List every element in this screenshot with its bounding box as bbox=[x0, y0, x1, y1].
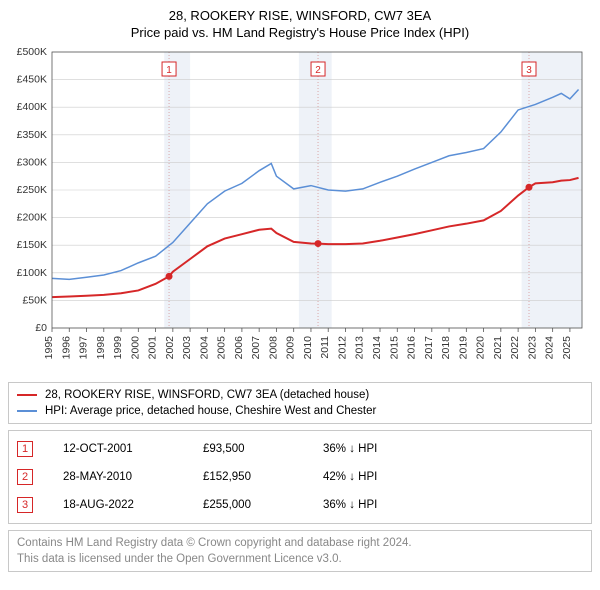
svg-text:2017: 2017 bbox=[423, 336, 435, 360]
svg-text:2016: 2016 bbox=[406, 336, 418, 360]
legend-label: HPI: Average price, detached house, Ches… bbox=[45, 405, 376, 417]
svg-text:£450K: £450K bbox=[17, 73, 47, 85]
chart-title: 28, ROOKERY RISE, WINSFORD, CW7 3EA bbox=[8, 8, 592, 25]
svg-text:£300K: £300K bbox=[17, 156, 47, 168]
svg-text:1998: 1998 bbox=[95, 336, 107, 360]
sale-delta: 36% ↓ HPI bbox=[323, 499, 377, 511]
svg-text:£50K: £50K bbox=[22, 294, 47, 306]
svg-text:1996: 1996 bbox=[60, 336, 72, 360]
svg-text:2019: 2019 bbox=[457, 336, 469, 360]
svg-text:2002: 2002 bbox=[164, 336, 176, 360]
sale-badge: 1 bbox=[17, 441, 33, 457]
svg-text:2012: 2012 bbox=[336, 336, 348, 360]
legend-swatch bbox=[17, 410, 37, 412]
svg-text:2021: 2021 bbox=[492, 336, 504, 360]
sale-badge: 3 bbox=[17, 497, 33, 513]
svg-text:2022: 2022 bbox=[509, 336, 521, 360]
legend-swatch bbox=[17, 394, 37, 396]
sales-table: 1 12-OCT-2001 £93,500 36% ↓ HPI 2 28-MAY-2010… bbox=[8, 430, 592, 524]
sale-badge: 2 bbox=[17, 469, 33, 485]
svg-text:2014: 2014 bbox=[371, 336, 383, 360]
sale-row: 3 18-AUG-2022 £255,000 36% ↓ HPI bbox=[17, 491, 583, 519]
svg-text:1995: 1995 bbox=[43, 336, 55, 360]
svg-text:2024: 2024 bbox=[544, 336, 556, 360]
svg-text:2025: 2025 bbox=[561, 336, 573, 360]
svg-text:2003: 2003 bbox=[181, 336, 193, 360]
legend-item: 28, ROOKERY RISE, WINSFORD, CW7 3EA (det… bbox=[17, 387, 583, 403]
svg-text:2006: 2006 bbox=[233, 336, 245, 360]
svg-text:3: 3 bbox=[526, 65, 532, 76]
price-chart: £0 £50K £100K £150K £200K £250K £300K £350K £400… bbox=[8, 46, 592, 376]
sale-date: 18-AUG-2022 bbox=[63, 499, 173, 511]
svg-text:2009: 2009 bbox=[285, 336, 297, 360]
svg-text:2018: 2018 bbox=[440, 336, 452, 360]
svg-text:2001: 2001 bbox=[147, 336, 159, 360]
sale-price: £93,500 bbox=[203, 443, 293, 455]
license-line: Contains HM Land Registry data © Crown c… bbox=[17, 535, 583, 551]
svg-text:2007: 2007 bbox=[250, 336, 262, 360]
svg-text:2008: 2008 bbox=[267, 336, 279, 360]
sale-delta: 36% ↓ HPI bbox=[323, 443, 377, 455]
svg-text:£250K: £250K bbox=[17, 184, 47, 196]
svg-text:£400K: £400K bbox=[17, 101, 47, 113]
legend: 28, ROOKERY RISE, WINSFORD, CW7 3EA (det… bbox=[8, 382, 592, 424]
svg-text:1999: 1999 bbox=[112, 336, 124, 360]
svg-text:2023: 2023 bbox=[526, 336, 538, 360]
sale-date: 28-MAY-2010 bbox=[63, 471, 173, 483]
sale-price: £152,950 bbox=[203, 471, 293, 483]
svg-text:£350K: £350K bbox=[17, 129, 47, 141]
svg-text:£150K: £150K bbox=[17, 239, 47, 251]
svg-text:£0: £0 bbox=[35, 322, 47, 334]
svg-text:£100K: £100K bbox=[17, 267, 47, 279]
svg-text:2005: 2005 bbox=[216, 336, 228, 360]
license-line: This data is licensed under the Open Gov… bbox=[17, 551, 583, 567]
svg-text:£200K: £200K bbox=[17, 211, 47, 223]
svg-text:2013: 2013 bbox=[354, 336, 366, 360]
svg-text:2011: 2011 bbox=[319, 336, 331, 359]
sale-date: 12-OCT-2001 bbox=[63, 443, 173, 455]
svg-text:2000: 2000 bbox=[129, 336, 141, 360]
svg-text:£500K: £500K bbox=[17, 46, 47, 58]
svg-text:2010: 2010 bbox=[302, 336, 314, 360]
license-notice: Contains HM Land Registry data © Crown c… bbox=[8, 530, 592, 572]
svg-text:2015: 2015 bbox=[388, 336, 400, 360]
chart-container: 28, ROOKERY RISE, WINSFORD, CW7 3EA Pric… bbox=[0, 0, 600, 580]
svg-text:2: 2 bbox=[315, 65, 321, 76]
svg-text:2020: 2020 bbox=[475, 336, 487, 360]
legend-label: 28, ROOKERY RISE, WINSFORD, CW7 3EA (det… bbox=[45, 389, 369, 401]
sale-row: 2 28-MAY-2010 £152,950 42% ↓ HPI bbox=[17, 463, 583, 491]
sale-row: 1 12-OCT-2001 £93,500 36% ↓ HPI bbox=[17, 435, 583, 463]
sale-price: £255,000 bbox=[203, 499, 293, 511]
svg-text:1: 1 bbox=[166, 65, 172, 76]
svg-text:2004: 2004 bbox=[198, 336, 210, 360]
chart-subtitle: Price paid vs. HM Land Registry's House … bbox=[8, 25, 592, 40]
legend-item: HPI: Average price, detached house, Ches… bbox=[17, 403, 583, 419]
sale-delta: 42% ↓ HPI bbox=[323, 471, 377, 483]
svg-text:1997: 1997 bbox=[78, 336, 90, 360]
